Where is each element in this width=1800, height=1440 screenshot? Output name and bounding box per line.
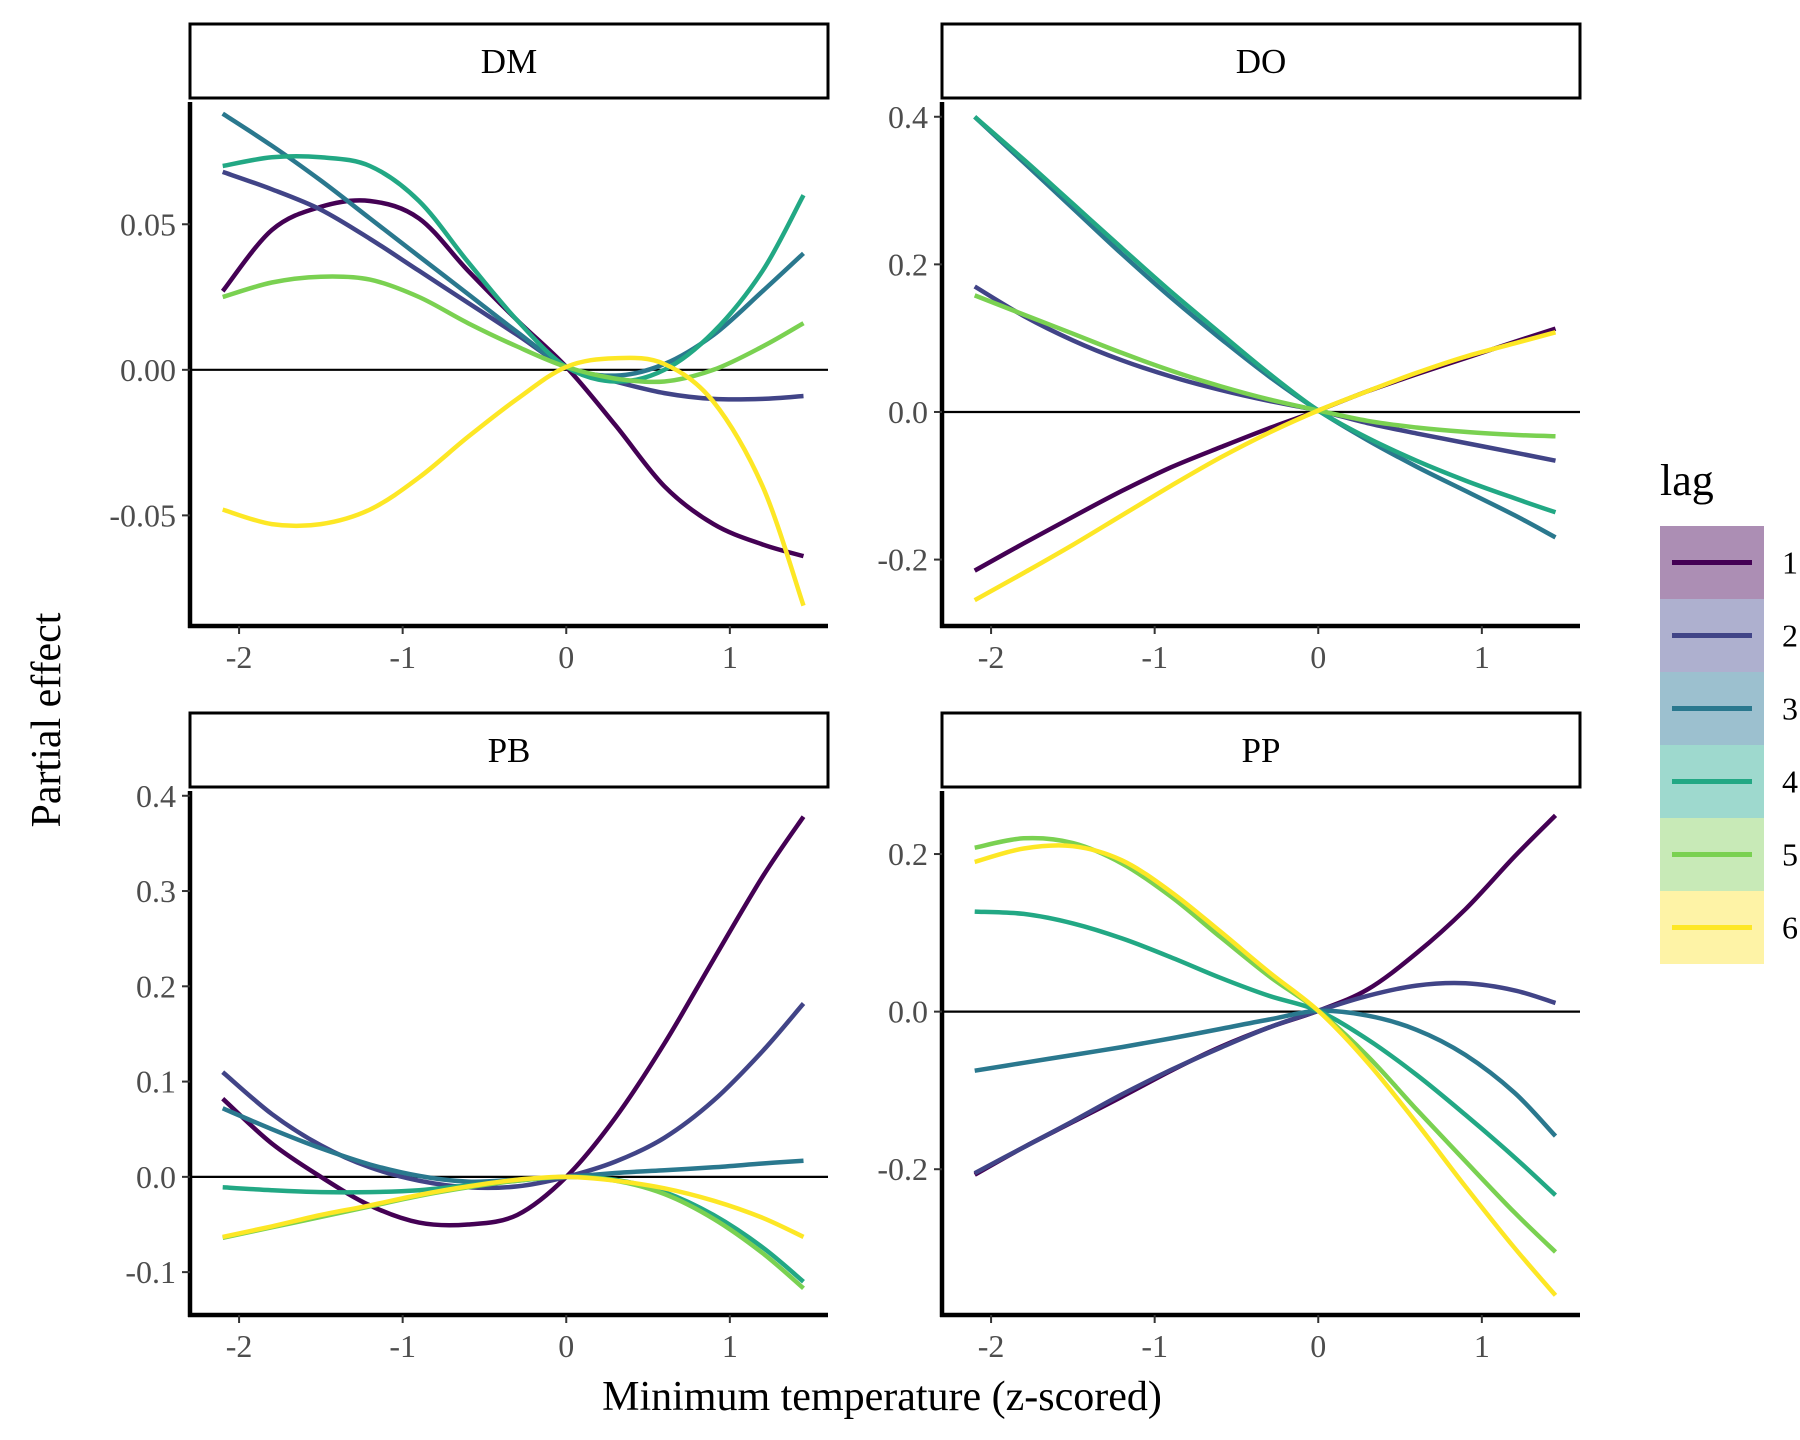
- x-tick-label: 0: [558, 1328, 574, 1364]
- panel-strip: [940, 711, 1582, 789]
- x-axis-title: Minimum temperature (z-scored): [602, 1374, 1162, 1420]
- legend-label: 6: [1782, 910, 1798, 946]
- x-tick-label: -1: [1141, 639, 1168, 675]
- x-tick-label: 1: [722, 639, 738, 675]
- x-tick-label: 1: [1474, 639, 1490, 675]
- series-line-lag-4: [222, 154, 806, 384]
- series-line-lag-3: [974, 1008, 1558, 1138]
- y-tick-label: 0.2: [136, 968, 176, 1004]
- series-line-lag-6: [222, 355, 806, 607]
- y-tick-label: 0.2: [888, 246, 928, 282]
- y-tick-label: -0.2: [877, 1151, 928, 1187]
- x-tick-label: 0: [1310, 1328, 1326, 1364]
- legend-label: 5: [1782, 837, 1798, 873]
- panel-dm: DM -0.05 0.00 0.05 -2 -1 0 1: [109, 22, 830, 675]
- x-tick-label: -2: [978, 639, 1005, 675]
- series-line-lag-1: [221, 815, 806, 1228]
- x-tick-label: 1: [722, 1328, 738, 1364]
- x-tick-label: -1: [389, 1328, 416, 1364]
- y-tick-label: 0.0: [888, 394, 928, 430]
- panels: DM-0.050.000.05-2 -1 0 1DO-0.20.00.20.4-2 -1…: [109, 22, 1582, 1364]
- x-tick-label: 1: [1474, 1328, 1490, 1364]
- y-tick-label: -0.1: [125, 1254, 176, 1290]
- panel-pp: PP -0.2 0.0 0.2 -2 -1 0 1: [877, 711, 1582, 1364]
- x-tick-label: 0: [558, 639, 574, 675]
- panel-strip: [188, 711, 830, 789]
- y-tick-label: 0.0: [136, 1159, 176, 1195]
- legend-title: lag: [1660, 456, 1714, 505]
- series-line-lag-5: [973, 293, 1556, 439]
- y-axis-title: Partial effect: [24, 612, 70, 827]
- legend-label: 4: [1782, 764, 1798, 800]
- series-line-lag-2: [221, 1002, 806, 1191]
- y-tick-label: 0.3: [136, 873, 176, 909]
- series-line-lag-3: [973, 115, 1557, 540]
- series-line-lag-5: [974, 835, 1558, 1254]
- panel-do: DO -0.2 0.0 0.2 0.4 -2 -1 0 1: [877, 22, 1582, 675]
- y-tick-label: -0.05: [109, 497, 176, 533]
- legend-label: 2: [1782, 618, 1798, 654]
- panel-title: PB: [488, 731, 531, 770]
- panel-title: PP: [1242, 731, 1281, 770]
- series-line-lag-6: [974, 843, 1558, 1297]
- x-tick-label: -1: [389, 639, 416, 675]
- legend: lag 1 2 3 4 5 6: [1660, 456, 1798, 964]
- panel-strip: [188, 22, 830, 100]
- x-tick-label: -2: [226, 639, 253, 675]
- series-line-lag-2: [973, 980, 1557, 1176]
- panel-title: DM: [481, 42, 537, 81]
- panel-title: DO: [1236, 42, 1287, 81]
- panel-strip: [940, 22, 1582, 100]
- series-line-lag-5: [222, 274, 805, 385]
- y-tick-label: 0.4: [136, 778, 176, 814]
- series-line-lag-4: [974, 909, 1558, 1197]
- y-tick-label: 0.4: [888, 99, 928, 135]
- series-line-lag-6: [222, 1174, 805, 1240]
- y-tick-label: 0.0: [888, 994, 928, 1030]
- x-tick-label: -1: [1141, 1328, 1168, 1364]
- x-tick-label: -2: [978, 1328, 1005, 1364]
- y-tick-label: 0.2: [888, 836, 928, 872]
- legend-label: 3: [1782, 691, 1798, 727]
- legend-label: 1: [1782, 545, 1798, 581]
- y-tick-label: 0.1: [136, 1064, 176, 1100]
- y-tick-label: 0.00: [120, 352, 176, 388]
- series-line-lag-4: [973, 115, 1557, 515]
- x-tick-label: 0: [1310, 639, 1326, 675]
- series-line-lag-6: [973, 330, 1557, 603]
- panel-pb: PB -0.1 0.0 0.1 0.2 0.3 0.4 -2 -1 0 1: [125, 711, 830, 1364]
- x-tick-label: -2: [226, 1328, 253, 1364]
- y-tick-label: 0.05: [120, 206, 176, 242]
- y-tick-label: -0.2: [877, 542, 928, 578]
